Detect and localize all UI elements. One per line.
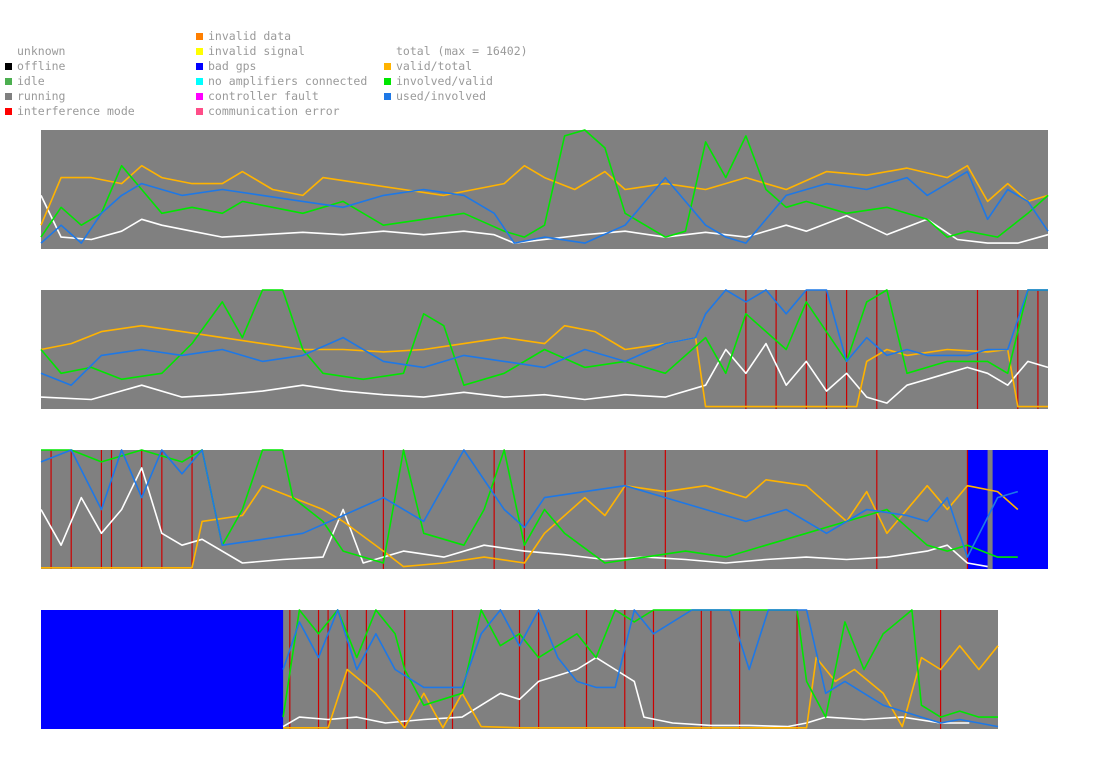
legend-error: invalid data invalid signal bad gps no a… [196, 29, 368, 119]
timeline-row-4 [41, 609, 999, 729]
legend-item-no-amplifiers: no amplifiers connected [196, 74, 368, 89]
legend-swatch [5, 108, 12, 115]
legend-item-involved-valid: involved/valid [384, 74, 528, 89]
legend-swatch [196, 63, 203, 70]
legend-label: communication error [208, 104, 340, 118]
series-line-used-involved [40, 449, 1019, 558]
timeline-row-2 [40, 289, 1049, 409]
series-line-used-involved [40, 289, 1048, 387]
series-line-valid-total [41, 478, 1019, 569]
legend-label: interference mode [17, 104, 135, 118]
legend-item-invalid-signal: invalid signal [196, 44, 367, 59]
legend-state: unknown offline idle running interferenc… [5, 44, 135, 119]
legend-label: involved/valid [396, 74, 493, 88]
legend-swatch [384, 78, 391, 85]
series-line-valid-total [40, 164, 1049, 226]
legend-item-communication-error: communication error [196, 104, 367, 119]
legend-label: unknown [17, 44, 66, 58]
timeline-row-3 [40, 449, 1048, 569]
legend-item-running: running [5, 89, 135, 104]
bad-gps-span [967, 450, 988, 569]
legend-label: no amplifiers connected [208, 74, 368, 88]
timeline-row-1 [40, 129, 1049, 249]
legend-label: invalid signal [208, 44, 305, 58]
legend-label: controller fault [208, 89, 319, 103]
legend-ratio: total (max = 16402) valid/total involved… [384, 44, 528, 104]
legend-label: bad gps [208, 59, 257, 73]
legend-item-used-involved: used/involved [384, 89, 528, 104]
legend-swatch [196, 48, 203, 55]
legend-item-total: total (max = 16402) [396, 44, 528, 59]
series-line-valid-total [40, 324, 1048, 408]
series-line-involved-valid [40, 129, 1049, 238]
legend-item-bad-gps: bad gps [196, 59, 367, 74]
legend-item-unknown: unknown [17, 44, 135, 59]
legend-swatch [196, 108, 203, 115]
legend-label: used/involved [396, 89, 487, 103]
legend-label: invalid data [208, 29, 292, 43]
row-background [41, 130, 1048, 249]
series-line-used-involved [40, 170, 1049, 244]
series-line-used-involved [282, 609, 999, 728]
legend-swatch [196, 78, 203, 85]
legend-swatch [384, 63, 391, 70]
legend-item-idle: idle [5, 74, 135, 89]
legend-label: running [17, 89, 66, 103]
legend-item-invalid-data: invalid data [196, 29, 367, 44]
bad-gps-span [41, 610, 284, 729]
bad-gps-span [992, 450, 1048, 569]
series-line-total [40, 467, 988, 568]
legend-swatch [5, 78, 12, 85]
legend-label: valid/total [396, 59, 473, 73]
series-line-total [40, 342, 1049, 404]
legend-item-interference-mode: interference mode [5, 104, 135, 119]
legend-swatch [196, 33, 203, 40]
legend-item-offline: offline [5, 59, 135, 74]
series-line-involved-valid [40, 289, 1048, 387]
series-line-involved-valid [282, 609, 998, 718]
legend-swatch [384, 93, 391, 100]
legend-label: total (max = 16402) [396, 44, 528, 58]
legend-swatch [196, 93, 203, 100]
legend-swatch [5, 63, 12, 70]
legend-item-valid-total: valid/total [384, 59, 528, 74]
legend-swatch [5, 93, 12, 100]
legend-label: idle [17, 74, 45, 88]
legend-item-controller-fault: controller fault [196, 89, 367, 104]
legend-label: offline [17, 59, 66, 73]
